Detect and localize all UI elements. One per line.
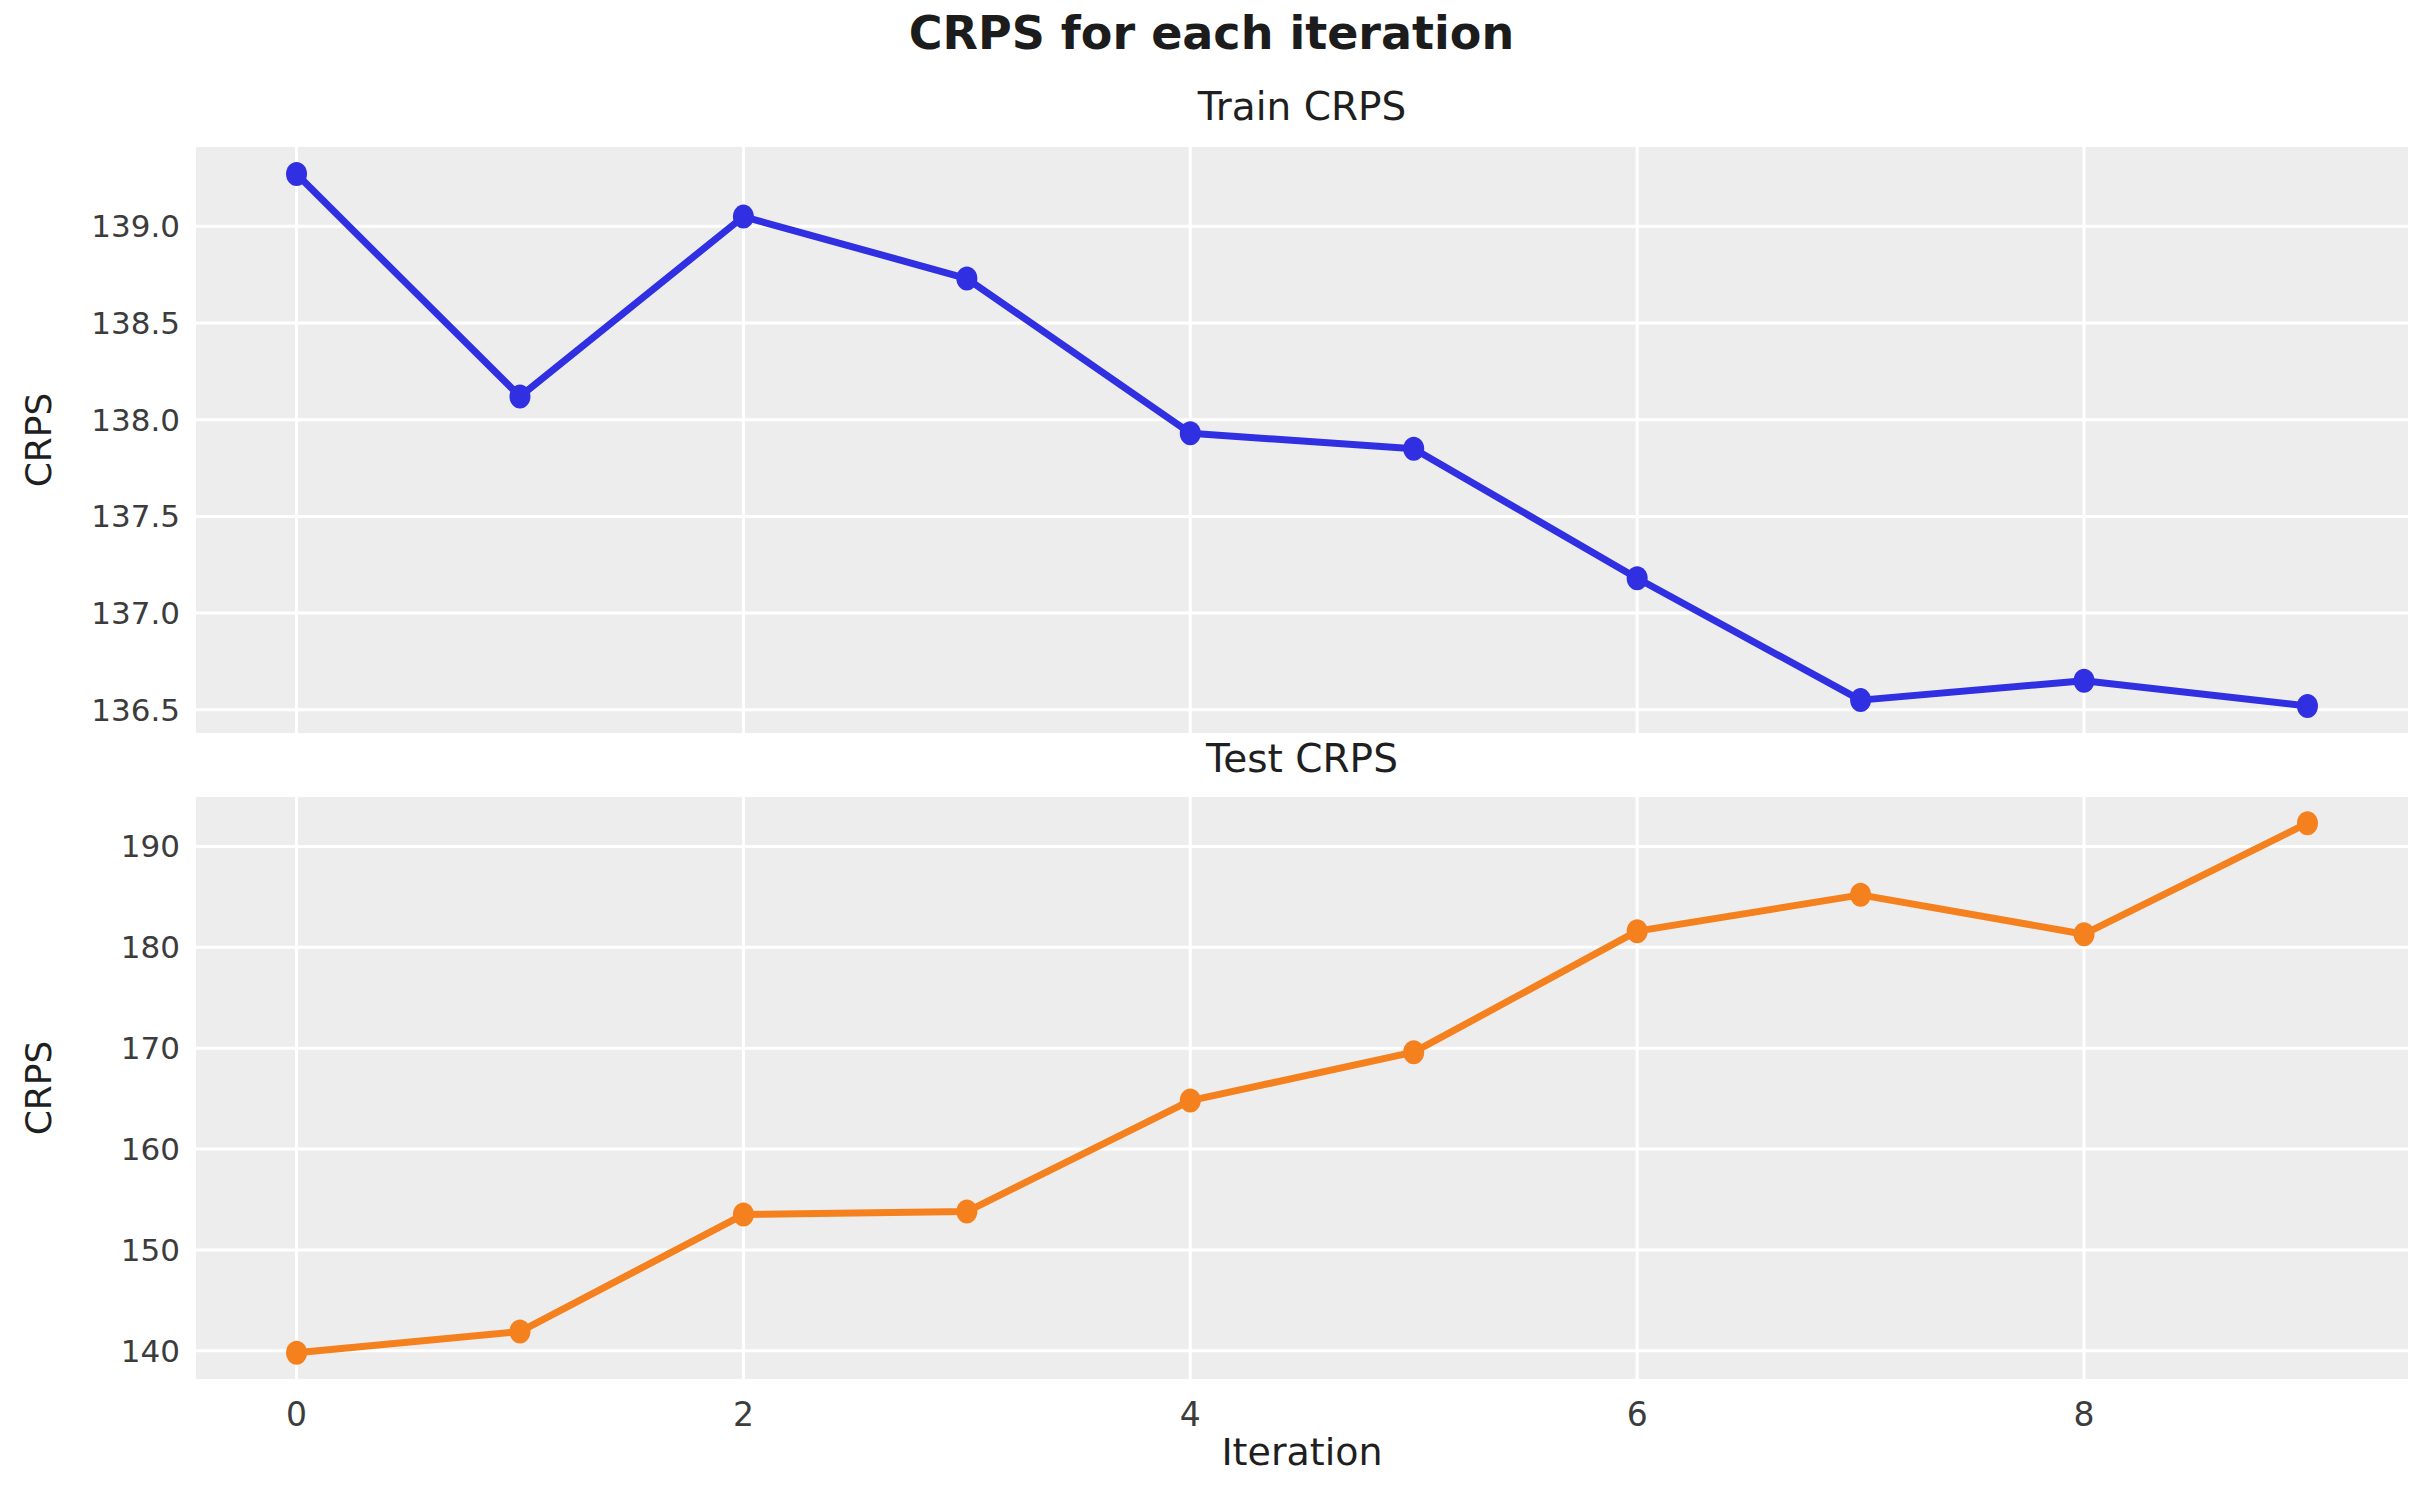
data-point-marker: [1627, 566, 1648, 590]
test-subplot-title: Test CRPS: [196, 736, 2408, 781]
data-point-marker: [2074, 922, 2095, 946]
y-tick-label: 150: [121, 1232, 180, 1268]
data-point-marker: [509, 384, 530, 408]
y-tick-label: 139.0: [91, 208, 180, 244]
figure-title: CRPS for each iteration: [0, 6, 2423, 60]
test-crps-plot: 14015016017018019002468: [196, 797, 2408, 1379]
y-tick-label: 136.5: [91, 692, 180, 728]
data-point-marker: [2074, 669, 2095, 693]
y-tick-labels: 136.5 137.0 137.5 138.0 138.5 139.0: [91, 208, 180, 727]
test-y-axis-label: CRPS: [18, 1041, 59, 1136]
train-crps-plot: 136.5137.0137.5138.0138.5139.0: [196, 147, 2408, 733]
data-point-marker: [1850, 688, 1871, 712]
x-tick-label: 6: [1627, 1395, 1648, 1434]
data-point-marker: [286, 162, 307, 186]
y-tick-label: 138.5: [91, 305, 180, 341]
data-point-marker: [2297, 694, 2318, 718]
data-point-marker: [1180, 421, 1201, 445]
data-point-marker: [1180, 1089, 1201, 1113]
data-point-marker: [733, 205, 754, 229]
y-tick-labels: 140 150 160 170 180 190: [121, 828, 180, 1368]
data-point-marker: [286, 1341, 307, 1365]
data-point-marker: [509, 1320, 530, 1344]
figure: CRPS for each iteration Train CRPS CRPS …: [0, 0, 2423, 1501]
x-tick-label: 0: [286, 1395, 307, 1434]
train-y-axis-label: CRPS: [18, 393, 59, 488]
data-point-marker: [1850, 883, 1871, 907]
y-tick-label: 170: [121, 1030, 180, 1066]
y-tick-label: 137.0: [91, 595, 180, 631]
data-point-marker: [1627, 919, 1648, 943]
x-tick-labels: 0 2 4 6 8: [286, 1395, 2094, 1434]
x-tick-label: 8: [2074, 1395, 2095, 1434]
data-point-marker: [1403, 1040, 1424, 1064]
y-tick-label: 160: [121, 1131, 180, 1167]
y-tick-label: 180: [121, 929, 180, 965]
y-tick-label: 138.0: [91, 402, 180, 438]
y-tick-label: 137.5: [91, 498, 180, 534]
data-point-marker: [733, 1203, 754, 1227]
x-tick-label: 2: [733, 1395, 754, 1434]
y-tick-label: 140: [121, 1333, 180, 1369]
plot-background: [196, 797, 2408, 1379]
data-point-marker: [956, 1200, 977, 1224]
x-axis-label: Iteration: [196, 1430, 2408, 1474]
y-tick-label: 190: [121, 828, 180, 864]
data-point-marker: [2297, 811, 2318, 835]
data-point-marker: [1403, 437, 1424, 461]
data-point-marker: [956, 267, 977, 291]
x-tick-label: 4: [1180, 1395, 1201, 1434]
train-subplot-title: Train CRPS: [196, 84, 2408, 129]
